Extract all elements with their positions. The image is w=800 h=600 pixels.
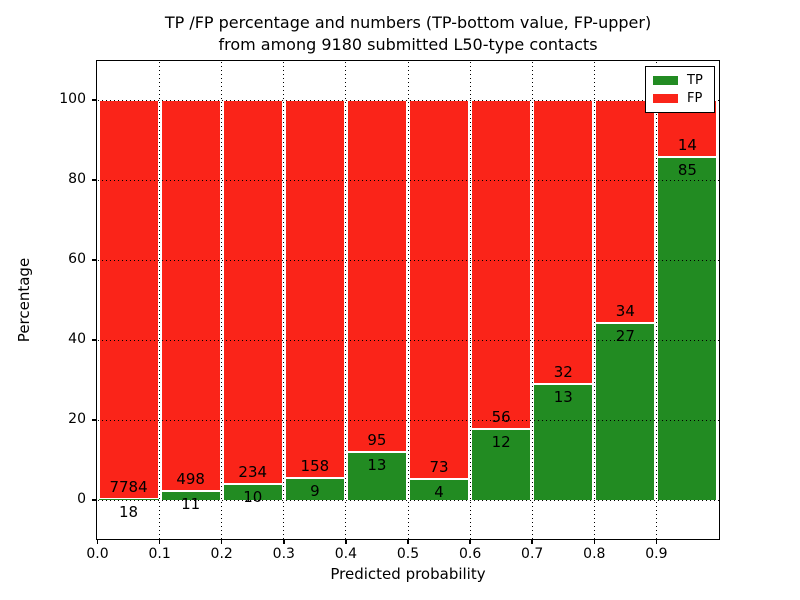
bar-tp-segment bbox=[533, 384, 594, 500]
x-tick-mark bbox=[531, 540, 533, 544]
x-tick-mark bbox=[283, 540, 285, 544]
bar-tp-segment bbox=[657, 156, 718, 500]
fp-count-label: 158 bbox=[300, 457, 330, 476]
gridline-vertical bbox=[531, 61, 533, 539]
gridline-vertical bbox=[159, 61, 161, 539]
fp-count-label: 498 bbox=[176, 470, 205, 489]
bar-fp-segment bbox=[409, 100, 470, 480]
x-tick-label: 0.6 bbox=[458, 546, 482, 562]
x-tick-label: 0.8 bbox=[583, 546, 606, 562]
bar-fp-segment bbox=[471, 100, 532, 430]
y-tick-mark bbox=[92, 419, 96, 421]
tp-count-label: 4 bbox=[434, 483, 444, 502]
y-tick-mark bbox=[92, 99, 96, 101]
x-tick-label: 0.9 bbox=[645, 546, 668, 562]
legend-item: TP bbox=[653, 73, 707, 88]
y-tick-mark bbox=[92, 339, 96, 341]
tp-count-label: 9 bbox=[310, 482, 320, 501]
fp-count-label: 234 bbox=[238, 462, 268, 481]
bar-tp-segment bbox=[222, 483, 283, 500]
gridline-horizontal bbox=[97, 339, 719, 341]
bar-fp-segment bbox=[284, 100, 345, 479]
legend-label: TP bbox=[687, 72, 703, 88]
x-tick-mark bbox=[655, 540, 658, 544]
gridline-vertical bbox=[655, 61, 657, 539]
bar-fp-segment bbox=[222, 100, 283, 484]
x-tick-mark bbox=[158, 540, 161, 544]
x-axis-label: Predicted probability bbox=[330, 565, 486, 583]
gridline-horizontal bbox=[97, 179, 719, 181]
bar-fp-segment bbox=[98, 100, 159, 500]
bar-tp-segment bbox=[160, 491, 221, 500]
legend: TP FP bbox=[645, 66, 715, 113]
y-tick-mark bbox=[92, 259, 96, 261]
fp-count-label: 32 bbox=[553, 363, 573, 382]
x-tick-label: 0.2 bbox=[210, 546, 233, 562]
gridline-horizontal bbox=[97, 99, 719, 101]
tp-count-label: 85 bbox=[677, 160, 697, 179]
bar-fp-segment bbox=[533, 100, 594, 385]
fp-count-label: 73 bbox=[429, 458, 449, 477]
bar-fp-segment bbox=[595, 100, 656, 323]
y-tick-mark bbox=[92, 499, 96, 501]
y-tick-label: 40 bbox=[68, 331, 86, 347]
legend-item: FP bbox=[653, 91, 707, 106]
x-tick-label: 0.3 bbox=[272, 546, 295, 562]
tp-count-label: 12 bbox=[491, 433, 511, 452]
fp-count-label: 14 bbox=[677, 135, 697, 154]
chart-title-line1: TP /FP percentage and numbers (TP-bottom… bbox=[164, 13, 652, 32]
fp-count-label: 34 bbox=[615, 301, 635, 320]
gridline-vertical bbox=[593, 61, 595, 539]
gridline-vertical bbox=[345, 61, 347, 539]
x-tick-label: 0.0 bbox=[86, 546, 109, 562]
fp-count-label: 7784 bbox=[109, 478, 148, 497]
legend-swatch-fp-icon bbox=[653, 94, 678, 104]
y-tick-label: 80 bbox=[68, 171, 86, 187]
gridline-horizontal bbox=[97, 259, 719, 261]
fp-count-label: 56 bbox=[491, 408, 511, 427]
y-tick-label: 60 bbox=[68, 251, 86, 267]
bar-tp-segment bbox=[346, 451, 407, 500]
legend-label: FP bbox=[687, 91, 703, 107]
y-tick-label: 100 bbox=[59, 91, 86, 107]
tp-count-label: 13 bbox=[553, 388, 573, 407]
tp-count-label: 27 bbox=[615, 326, 635, 345]
gridline-vertical bbox=[283, 61, 285, 539]
x-tick-label: 0.5 bbox=[396, 546, 420, 562]
legend-swatch-tp-icon bbox=[653, 75, 678, 85]
bar-tp-segment bbox=[595, 322, 656, 500]
x-tick-label: 0.1 bbox=[148, 546, 171, 562]
chart-title-line2: from among 9180 submitted L50-type conta… bbox=[218, 35, 598, 54]
bar-tp-segment bbox=[471, 429, 532, 500]
y-tick-label: 20 bbox=[68, 411, 86, 427]
gridline-horizontal bbox=[97, 499, 719, 501]
x-tick-mark bbox=[345, 540, 347, 544]
fp-count-label: 95 bbox=[367, 430, 387, 449]
y-tick-mark bbox=[92, 179, 96, 181]
gridline-horizontal bbox=[97, 419, 719, 421]
tp-count-label: 18 bbox=[119, 503, 139, 522]
x-tick-mark bbox=[407, 540, 409, 544]
x-tick-mark bbox=[593, 540, 596, 544]
x-tick-mark bbox=[220, 540, 223, 544]
y-tick-label: 0 bbox=[77, 491, 86, 507]
bar-fp-segment bbox=[160, 100, 221, 492]
x-tick-mark bbox=[469, 540, 471, 544]
tp-count-label: 10 bbox=[243, 487, 263, 506]
tp-count-label: 13 bbox=[367, 455, 387, 474]
x-tick-label: 0.4 bbox=[334, 546, 358, 562]
x-tick-mark bbox=[96, 540, 99, 544]
x-tick-label: 0.7 bbox=[521, 546, 544, 562]
tp-count-label: 11 bbox=[181, 495, 201, 514]
bar-tp-segment bbox=[284, 478, 345, 500]
chart-title: TP /FP percentage and numbers (TP-bottom… bbox=[165, 12, 651, 56]
bar-tp-segment bbox=[409, 479, 470, 500]
gridline-vertical bbox=[407, 61, 409, 539]
gridline-vertical bbox=[469, 61, 471, 539]
gridline-vertical bbox=[221, 61, 223, 539]
bar-fp-segment bbox=[346, 100, 407, 452]
